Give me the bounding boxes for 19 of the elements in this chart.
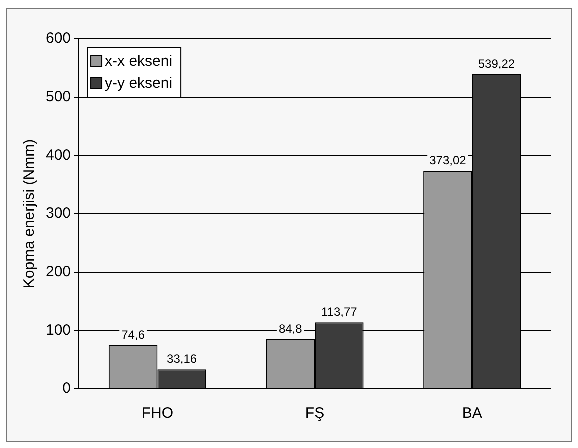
data-label: 539,22 [478, 56, 516, 71]
data-label: 84,8 [278, 322, 303, 336]
data-label: 74,6 [122, 328, 146, 342]
x-tick-label: BA [462, 405, 482, 422]
data-label: 113,77 [321, 304, 358, 319]
y-axis-title: Kopma enerjisi (Nmm) [21, 139, 38, 289]
legend-label: x-x ekseni [105, 53, 173, 70]
data-label: 33,16 [167, 352, 198, 366]
legend-label: y-y ekseni [105, 75, 173, 92]
y-tick-label: 300 [46, 205, 72, 222]
y-tick-label: 400 [46, 146, 72, 164]
y-tick-label: 500 [46, 88, 72, 106]
y-tick-label: 600 [46, 30, 72, 48]
y-tick-label: 100 [46, 322, 72, 339]
y-tick-label: 0 [62, 380, 72, 398]
x-tick-label: FHO [142, 405, 174, 422]
data-label: 373,02 [430, 154, 467, 168]
x-tick-label: FŞ [305, 405, 325, 422]
y-tick-label: 200 [46, 263, 72, 280]
